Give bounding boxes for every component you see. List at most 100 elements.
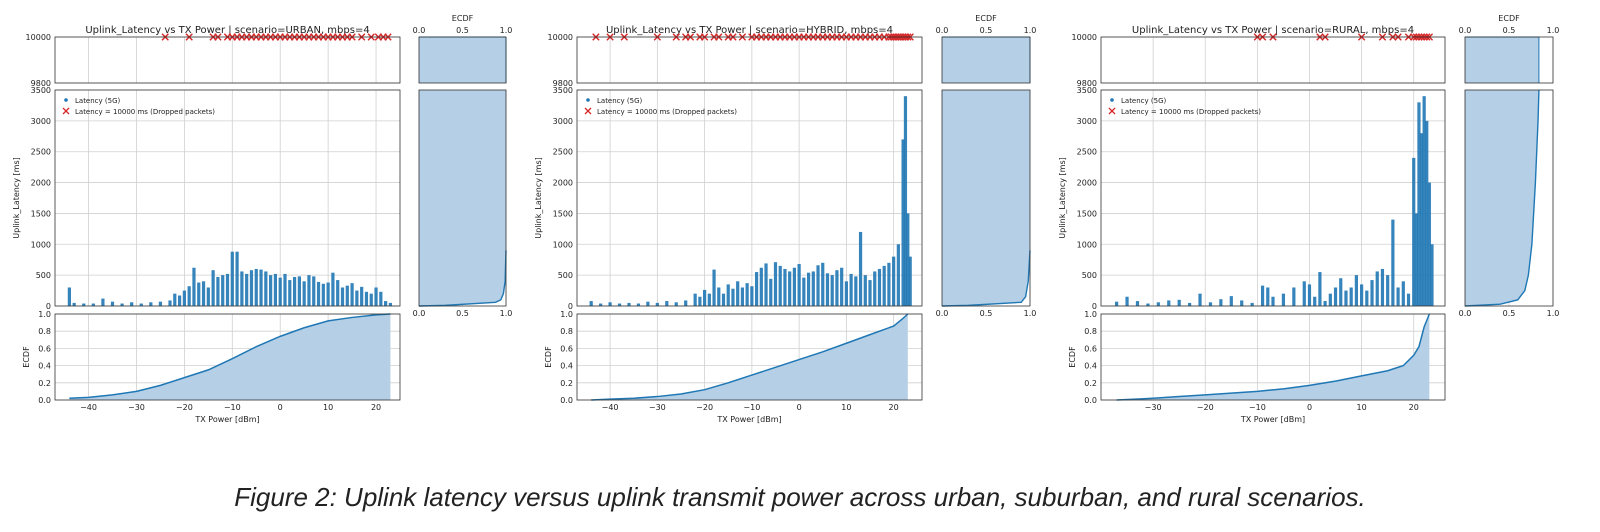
latency-point — [877, 268, 882, 306]
figure-caption: Figure 2: Uplink latency versus uplink t… — [234, 482, 1366, 512]
ecdf-y-tick-label: 0.0 — [560, 396, 573, 405]
latency-point — [139, 303, 143, 306]
side-axes-frame — [418, 89, 507, 307]
latency-point — [1360, 284, 1364, 306]
ecdf-y-tick-label: 0.4 — [1084, 362, 1097, 371]
latency-point — [177, 295, 182, 306]
legend-label-dropped: Latency = 10000 ms (Dropped packets) — [597, 108, 737, 116]
latency-point — [91, 303, 95, 306]
y-axis-label: Uplink_Latency [ms] — [1058, 157, 1067, 238]
side-bottom-tick-label: 1.0 — [500, 309, 513, 318]
x-ecdf-line — [1116, 313, 1431, 401]
y-tick-label: 9800 — [1077, 79, 1097, 88]
ecdf-y-tick-label: 1.0 — [560, 310, 573, 319]
latency-point — [1401, 281, 1405, 306]
latency-point — [302, 281, 306, 306]
latency-point — [896, 244, 900, 306]
x-tick-label: 0 — [1307, 403, 1312, 412]
latency-point — [726, 284, 730, 306]
latency-point — [388, 302, 393, 306]
latency-point — [636, 303, 641, 306]
latency-point — [1427, 182, 1431, 306]
x-ecdf-area — [591, 314, 908, 400]
latency-point — [264, 271, 268, 306]
latency-point — [1271, 296, 1275, 306]
side-top-tick-label: 1.0 — [1547, 26, 1560, 35]
latency-point — [811, 271, 815, 306]
latency-point — [259, 269, 263, 306]
y-ecdf-area — [1465, 90, 1539, 306]
latency-series — [589, 96, 912, 307]
latency-point — [1281, 293, 1286, 306]
latency-point — [201, 281, 206, 306]
latency-point — [1365, 290, 1369, 306]
latency-point — [736, 281, 740, 306]
x-ecdf-line — [591, 313, 909, 401]
latency-point — [1177, 299, 1181, 306]
y-tick-label: 1500 — [553, 209, 573, 218]
latency-point — [182, 290, 186, 306]
latency-point — [1380, 268, 1385, 306]
latency-point — [665, 301, 669, 306]
latency-point — [887, 262, 891, 306]
y-tick-label: 10000 — [548, 33, 573, 42]
axes-frame — [54, 313, 401, 401]
latency-point — [235, 251, 239, 306]
latency-point — [745, 283, 749, 306]
side-ecdf-label: ECDF — [1498, 14, 1520, 23]
latency-point — [1198, 293, 1202, 306]
latency-point — [1167, 300, 1171, 306]
latency-point — [216, 276, 220, 306]
side-ecdf-label: ECDF — [452, 14, 474, 23]
ecdf-y-tick-label: 0.4 — [560, 362, 573, 371]
latency-point — [168, 300, 172, 306]
latency-point — [608, 302, 612, 306]
latency-point — [693, 293, 697, 306]
latency-point — [1375, 271, 1379, 306]
latency-series — [1115, 96, 1434, 307]
latency-point — [1260, 285, 1265, 306]
latency-point — [1414, 213, 1418, 306]
latency-point — [617, 303, 622, 306]
axes-frame — [576, 313, 923, 401]
latency-point — [350, 283, 354, 306]
y-ecdf-area — [419, 90, 506, 306]
x-tick-label: −30 — [128, 403, 145, 412]
latency-point — [717, 287, 721, 306]
latency-point — [835, 270, 839, 306]
latency-point — [1333, 287, 1338, 306]
x-tick-label: 0 — [278, 403, 283, 412]
latency-point — [120, 303, 124, 306]
latency-point — [1125, 296, 1129, 306]
latency-point — [1391, 219, 1395, 306]
latency-point — [331, 272, 335, 306]
latency-point — [130, 302, 134, 306]
latency-point — [1430, 244, 1434, 306]
latency-point — [684, 300, 688, 306]
y-ecdf-top-area — [419, 37, 506, 83]
legend-marker-dropped — [1108, 107, 1116, 115]
y-tick-label: 3000 — [31, 117, 51, 126]
chart-panel-2: Uplink_Latency vs TX Power | scenario=HY… — [534, 14, 1036, 424]
latency-point — [882, 265, 886, 306]
ecdf-y-tick-label: 0.2 — [1084, 379, 1097, 388]
x-tick-label: 10 — [1357, 403, 1367, 412]
latency-point — [1292, 287, 1296, 306]
latency-point — [703, 289, 707, 306]
latency-point — [868, 280, 872, 306]
latency-point — [599, 303, 603, 306]
legend-marker-dropped — [62, 107, 70, 115]
side-top-tick-label: 1.0 — [500, 26, 513, 35]
axes-frame — [576, 89, 923, 307]
latency-point — [844, 281, 848, 306]
latency-point — [340, 287, 345, 306]
latency-point — [750, 286, 754, 306]
latency-point — [360, 286, 364, 306]
x-ecdf-line — [69, 313, 391, 400]
y-tick-label: 3500 — [1077, 86, 1097, 95]
legend-label-dropped: Latency = 10000 ms (Dropped packets) — [1121, 108, 1261, 116]
latency-point — [674, 302, 678, 306]
latency-point — [908, 256, 912, 306]
axes-frame — [1100, 313, 1446, 401]
y-ecdf-area — [942, 90, 1030, 306]
